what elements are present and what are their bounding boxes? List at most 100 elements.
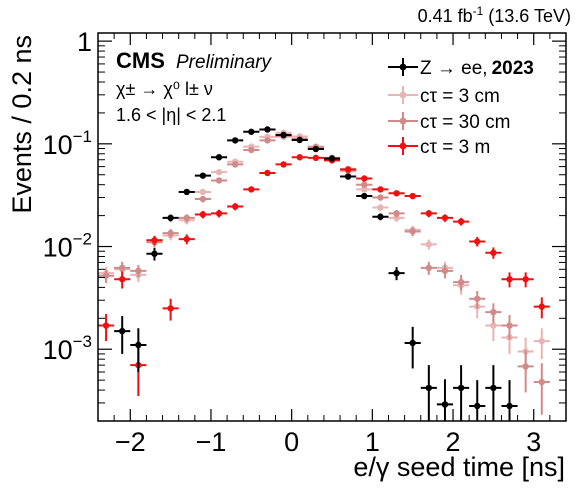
data-marker	[457, 218, 465, 225]
data-marker	[135, 267, 142, 275]
data-point	[485, 303, 502, 324]
y-axis-title: Events / 0.2 ns	[7, 35, 37, 214]
data-point	[372, 213, 389, 221]
data-point	[388, 209, 405, 218]
legend: Z → ee, 2023 cτ = 3 cm cτ = 30 cm cτ = 3 m	[388, 58, 534, 158]
data-point	[453, 274, 470, 291]
data-marker	[119, 276, 126, 283]
data-point	[98, 314, 115, 342]
data-marker	[361, 192, 368, 200]
preliminary-label: Preliminary	[176, 52, 273, 73]
data-point	[356, 192, 373, 200]
data-marker	[296, 154, 303, 161]
data-point	[356, 175, 373, 182]
y-tick-label: 1	[77, 27, 92, 57]
data-point	[146, 235, 163, 246]
data-point	[436, 379, 454, 421]
data-marker	[506, 276, 513, 283]
y-tick-label: 10−1	[43, 127, 92, 160]
data-marker	[393, 190, 400, 197]
data-marker	[119, 264, 126, 272]
data-marker	[280, 161, 287, 168]
eta-range-label: 1.6 < |η| < 2.1	[116, 105, 226, 125]
data-marker	[312, 145, 320, 153]
data-marker	[474, 238, 481, 245]
data-point	[436, 264, 454, 279]
data-marker	[248, 128, 255, 135]
data-point	[259, 126, 276, 133]
data-point	[194, 188, 211, 196]
data-point	[178, 234, 195, 245]
data-marker	[409, 228, 416, 235]
data-marker	[248, 146, 255, 154]
data-point	[210, 177, 228, 184]
data-point	[501, 315, 518, 340]
data-marker	[231, 161, 239, 168]
data-marker	[361, 181, 368, 188]
x-tick-label: 1	[365, 427, 380, 457]
data-point	[517, 350, 534, 393]
data-marker	[264, 169, 271, 177]
data-point	[533, 297, 550, 319]
legend-item: cτ = 3 m	[388, 137, 490, 158]
data-point	[114, 316, 131, 354]
series-3	[98, 154, 550, 397]
data-marker	[425, 384, 433, 392]
legend-label: cτ = 3 m	[420, 137, 490, 158]
data-marker	[231, 137, 239, 144]
data-marker	[409, 192, 416, 200]
data-point	[194, 195, 211, 203]
data-marker	[393, 210, 400, 217]
x-tick-label: −2	[115, 427, 146, 457]
process-label: χ± → χ⁰ l± ν	[116, 79, 213, 99]
data-marker	[377, 194, 384, 201]
data-marker	[377, 213, 384, 220]
data-marker	[167, 229, 174, 237]
data-marker	[538, 337, 545, 345]
data-point	[533, 328, 550, 360]
data-point	[485, 247, 502, 259]
data-point	[162, 298, 179, 321]
data-marker	[393, 214, 400, 222]
data-point	[114, 271, 131, 289]
data-point	[340, 166, 357, 173]
x-tick-label: 3	[526, 427, 541, 457]
data-point	[130, 328, 147, 373]
y-tick-label: 10−2	[43, 230, 92, 263]
data-point	[501, 380, 518, 421]
data-marker	[167, 305, 174, 312]
data-marker	[377, 186, 384, 193]
data-point	[243, 186, 260, 193]
data-marker	[522, 363, 529, 370]
data-marker	[199, 211, 207, 218]
data-marker	[425, 264, 433, 272]
data-marker	[474, 402, 481, 410]
data-point	[178, 214, 195, 222]
data-marker	[377, 204, 384, 211]
legend-marker	[399, 91, 407, 99]
data-point	[372, 194, 389, 201]
data-point	[517, 272, 534, 288]
data-point	[275, 161, 292, 168]
data-marker	[457, 278, 465, 286]
data-point	[404, 192, 421, 200]
data-marker	[215, 168, 223, 176]
legend-item: Z → ee, 2023	[388, 58, 534, 79]
data-marker	[474, 295, 481, 302]
data-point	[388, 267, 405, 281]
data-point	[420, 239, 437, 250]
data-point	[227, 137, 244, 144]
data-point	[178, 188, 195, 196]
data-marker	[215, 210, 223, 217]
data-marker	[344, 166, 352, 173]
data-point	[372, 186, 389, 193]
data-marker	[199, 195, 207, 203]
data-marker	[490, 322, 497, 329]
data-point	[259, 169, 276, 177]
data-point	[243, 128, 260, 135]
data-point	[210, 168, 228, 176]
plot-frame	[97, 32, 567, 422]
data-point	[420, 261, 437, 275]
data-point	[469, 380, 486, 421]
